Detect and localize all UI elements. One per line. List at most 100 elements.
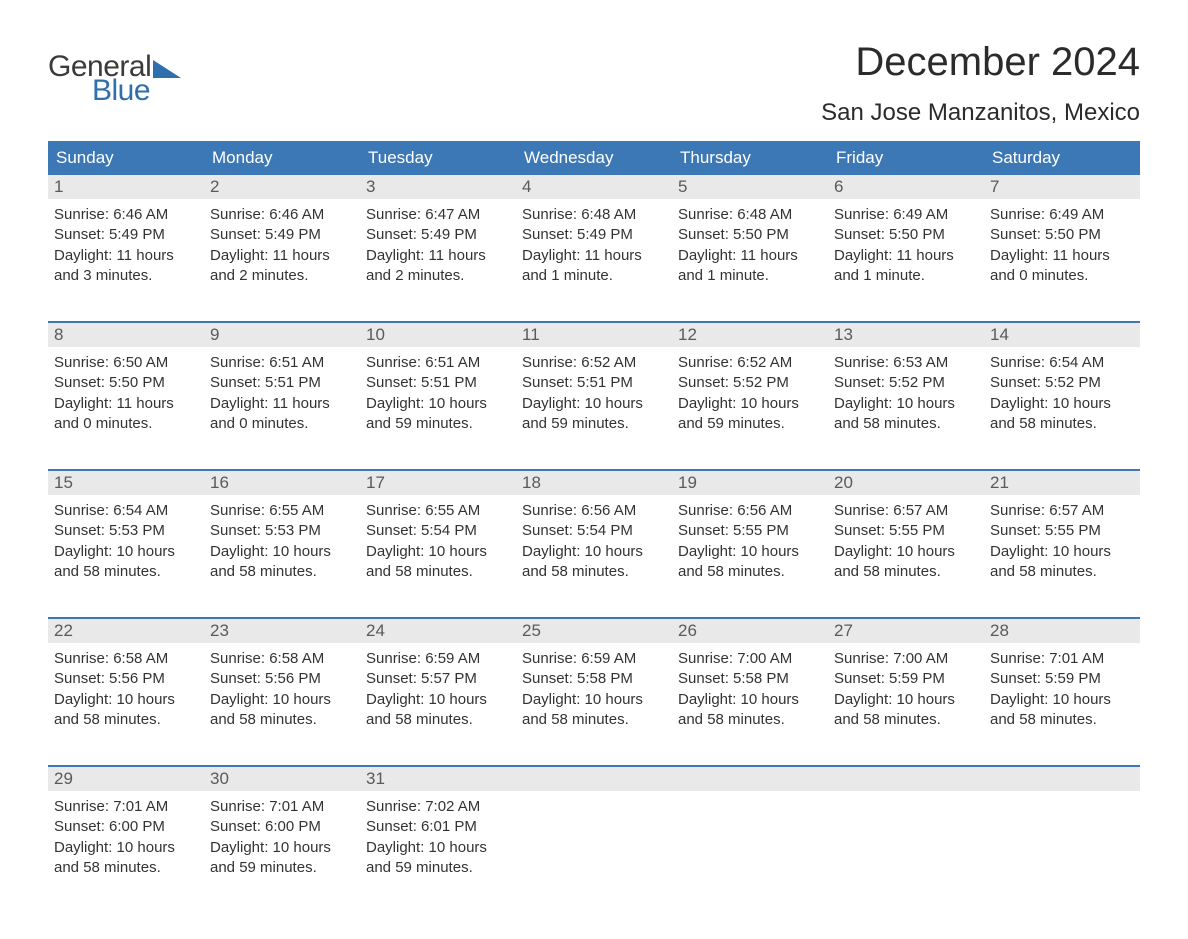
day-number: 3 — [360, 175, 516, 199]
day-d2: and 58 minutes. — [210, 562, 354, 582]
day-d2: and 58 minutes. — [990, 414, 1134, 434]
day-number: 14 — [984, 323, 1140, 347]
day-sunrise: Sunrise: 6:46 AM — [210, 205, 354, 225]
day-sunrise: Sunrise: 6:58 AM — [54, 649, 198, 669]
day-sunset: Sunset: 5:58 PM — [522, 669, 666, 689]
day-d1: Daylight: 10 hours — [366, 838, 510, 858]
daynum-row: 15161718192021 — [48, 471, 1140, 495]
day-cell — [672, 791, 828, 899]
day-sunrise: Sunrise: 6:48 AM — [522, 205, 666, 225]
day-d1: Daylight: 11 hours — [990, 246, 1134, 266]
day-d1: Daylight: 10 hours — [834, 394, 978, 414]
day-d2: and 2 minutes. — [366, 266, 510, 286]
day-cell: Sunrise: 6:51 AMSunset: 5:51 PMDaylight:… — [360, 347, 516, 455]
day-cell: Sunrise: 6:59 AMSunset: 5:58 PMDaylight:… — [516, 643, 672, 751]
day-sunset: Sunset: 5:49 PM — [210, 225, 354, 245]
day-sunset: Sunset: 5:55 PM — [678, 521, 822, 541]
day-cell: Sunrise: 6:57 AMSunset: 5:55 PMDaylight:… — [828, 495, 984, 603]
day-d1: Daylight: 10 hours — [678, 542, 822, 562]
day-sunrise: Sunrise: 7:00 AM — [678, 649, 822, 669]
day-d2: and 58 minutes. — [990, 710, 1134, 730]
day-sunset: Sunset: 5:50 PM — [678, 225, 822, 245]
day-number: 26 — [672, 619, 828, 643]
day-cell: Sunrise: 6:58 AMSunset: 5:56 PMDaylight:… — [48, 643, 204, 751]
logo-word-blue: Blue — [92, 74, 181, 108]
day-number — [984, 767, 1140, 791]
day-sunrise: Sunrise: 6:59 AM — [366, 649, 510, 669]
weeks-container: 1234567Sunrise: 6:46 AMSunset: 5:49 PMDa… — [48, 175, 1140, 899]
day-d1: Daylight: 10 hours — [834, 542, 978, 562]
day-number: 19 — [672, 471, 828, 495]
day-cell: Sunrise: 7:00 AMSunset: 5:59 PMDaylight:… — [828, 643, 984, 751]
day-d2: and 58 minutes. — [834, 710, 978, 730]
day-d1: Daylight: 10 hours — [990, 542, 1134, 562]
day-d2: and 58 minutes. — [834, 414, 978, 434]
day-header-wednesday: Wednesday — [516, 141, 672, 175]
day-cell: Sunrise: 6:46 AMSunset: 5:49 PMDaylight:… — [48, 199, 204, 307]
day-sunset: Sunset: 5:49 PM — [366, 225, 510, 245]
day-cell: Sunrise: 6:59 AMSunset: 5:57 PMDaylight:… — [360, 643, 516, 751]
day-d2: and 1 minute. — [834, 266, 978, 286]
day-cell: Sunrise: 6:47 AMSunset: 5:49 PMDaylight:… — [360, 199, 516, 307]
day-d1: Daylight: 10 hours — [54, 542, 198, 562]
day-sunrise: Sunrise: 6:48 AM — [678, 205, 822, 225]
day-number — [828, 767, 984, 791]
day-sunset: Sunset: 5:52 PM — [990, 373, 1134, 393]
day-d2: and 59 minutes. — [210, 858, 354, 878]
day-d1: Daylight: 10 hours — [522, 394, 666, 414]
day-d1: Daylight: 11 hours — [834, 246, 978, 266]
week-row: 15161718192021Sunrise: 6:54 AMSunset: 5:… — [48, 469, 1140, 603]
day-cell: Sunrise: 6:48 AMSunset: 5:50 PMDaylight:… — [672, 199, 828, 307]
day-sunrise: Sunrise: 6:51 AM — [366, 353, 510, 373]
day-header-saturday: Saturday — [984, 141, 1140, 175]
day-d1: Daylight: 10 hours — [522, 690, 666, 710]
day-number: 5 — [672, 175, 828, 199]
day-sunset: Sunset: 5:54 PM — [522, 521, 666, 541]
day-d1: Daylight: 11 hours — [678, 246, 822, 266]
day-sunrise: Sunrise: 6:52 AM — [522, 353, 666, 373]
day-d2: and 59 minutes. — [366, 414, 510, 434]
day-d1: Daylight: 10 hours — [210, 690, 354, 710]
day-d1: Daylight: 11 hours — [54, 394, 198, 414]
day-sunset: Sunset: 5:58 PM — [678, 669, 822, 689]
day-sunrise: Sunrise: 6:52 AM — [678, 353, 822, 373]
day-sunrise: Sunrise: 6:59 AM — [522, 649, 666, 669]
day-number: 22 — [48, 619, 204, 643]
location-label: San Jose Manzanitos, Mexico — [821, 99, 1140, 127]
day-cell: Sunrise: 6:55 AMSunset: 5:54 PMDaylight:… — [360, 495, 516, 603]
day-number: 25 — [516, 619, 672, 643]
day-sunrise: Sunrise: 6:57 AM — [834, 501, 978, 521]
day-number: 21 — [984, 471, 1140, 495]
title-block: December 2024 San Jose Manzanitos, Mexic… — [821, 40, 1140, 127]
day-d2: and 58 minutes. — [366, 710, 510, 730]
daynum-row: 293031 — [48, 767, 1140, 791]
day-cell: Sunrise: 6:51 AMSunset: 5:51 PMDaylight:… — [204, 347, 360, 455]
daynum-row: 1234567 — [48, 175, 1140, 199]
day-sunset: Sunset: 5:53 PM — [210, 521, 354, 541]
day-d2: and 58 minutes. — [678, 710, 822, 730]
day-sunrise: Sunrise: 6:47 AM — [366, 205, 510, 225]
day-number: 23 — [204, 619, 360, 643]
day-header-sunday: Sunday — [48, 141, 204, 175]
day-sunrise: Sunrise: 7:01 AM — [990, 649, 1134, 669]
day-d2: and 0 minutes. — [990, 266, 1134, 286]
day-cell: Sunrise: 6:52 AMSunset: 5:52 PMDaylight:… — [672, 347, 828, 455]
day-sunrise: Sunrise: 7:01 AM — [210, 797, 354, 817]
day-sunset: Sunset: 5:50 PM — [834, 225, 978, 245]
day-d2: and 58 minutes. — [210, 710, 354, 730]
day-d1: Daylight: 10 hours — [990, 394, 1134, 414]
day-sunrise: Sunrise: 6:58 AM — [210, 649, 354, 669]
day-d2: and 58 minutes. — [834, 562, 978, 582]
day-sunrise: Sunrise: 6:50 AM — [54, 353, 198, 373]
day-d1: Daylight: 10 hours — [210, 838, 354, 858]
day-sunset: Sunset: 5:54 PM — [366, 521, 510, 541]
day-cell: Sunrise: 6:54 AMSunset: 5:53 PMDaylight:… — [48, 495, 204, 603]
week-row: 22232425262728Sunrise: 6:58 AMSunset: 5:… — [48, 617, 1140, 751]
day-sunset: Sunset: 5:59 PM — [990, 669, 1134, 689]
day-sunset: Sunset: 5:49 PM — [54, 225, 198, 245]
day-d1: Daylight: 10 hours — [366, 690, 510, 710]
day-sunset: Sunset: 6:00 PM — [210, 817, 354, 837]
day-sunrise: Sunrise: 6:57 AM — [990, 501, 1134, 521]
day-sunset: Sunset: 5:52 PM — [678, 373, 822, 393]
day-sunset: Sunset: 5:56 PM — [54, 669, 198, 689]
